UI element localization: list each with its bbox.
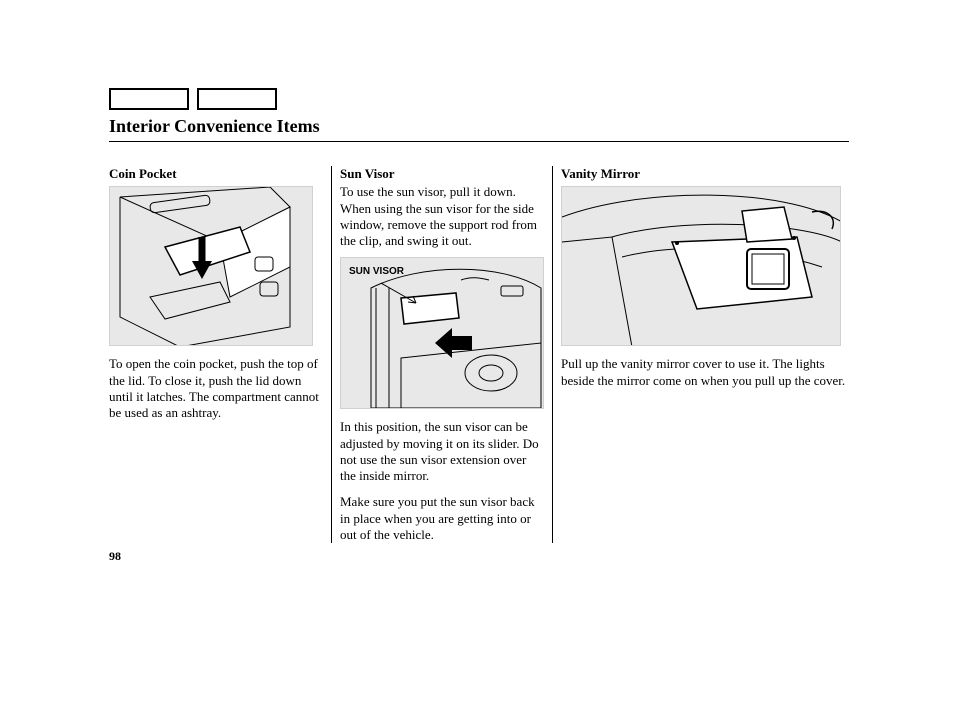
coin-pocket-illustration <box>110 187 313 346</box>
header-box <box>197 88 277 110</box>
page-title: Interior Convenience Items <box>109 116 849 142</box>
header-box-row <box>109 88 849 110</box>
figure-sun-visor: SUN VISOR <box>340 257 544 409</box>
page-number: 98 <box>109 549 121 564</box>
header-box <box>109 88 189 110</box>
sun-visor-illustration: SUN VISOR <box>341 258 544 409</box>
subheading: Coin Pocket <box>109 166 323 182</box>
body-text: To use the sun visor, pull it down. When… <box>340 184 544 249</box>
subheading: Vanity Mirror <box>561 166 849 182</box>
column-coin-pocket: Coin Pocket <box>109 166 331 543</box>
subheading: Sun Visor <box>340 166 544 182</box>
column-vanity-mirror: Vanity Mirror <box>553 166 849 543</box>
body-text: Pull up the vanity mirror cover to use i… <box>561 356 849 389</box>
manual-page: Interior Convenience Items Coin Pocket <box>109 88 849 543</box>
body-text: To open the coin pocket, push the top of… <box>109 356 323 421</box>
figure-vanity-mirror <box>561 186 841 346</box>
column-sun-visor: Sun Visor To use the sun visor, pull it … <box>331 166 553 543</box>
figure-label: SUN VISOR <box>349 266 405 277</box>
body-text: In this position, the sun visor can be a… <box>340 419 544 484</box>
vanity-mirror-illustration <box>562 187 841 346</box>
content-columns: Coin Pocket <box>109 166 849 543</box>
body-text: Make sure you put the sun visor back in … <box>340 494 544 543</box>
figure-coin-pocket <box>109 186 313 346</box>
